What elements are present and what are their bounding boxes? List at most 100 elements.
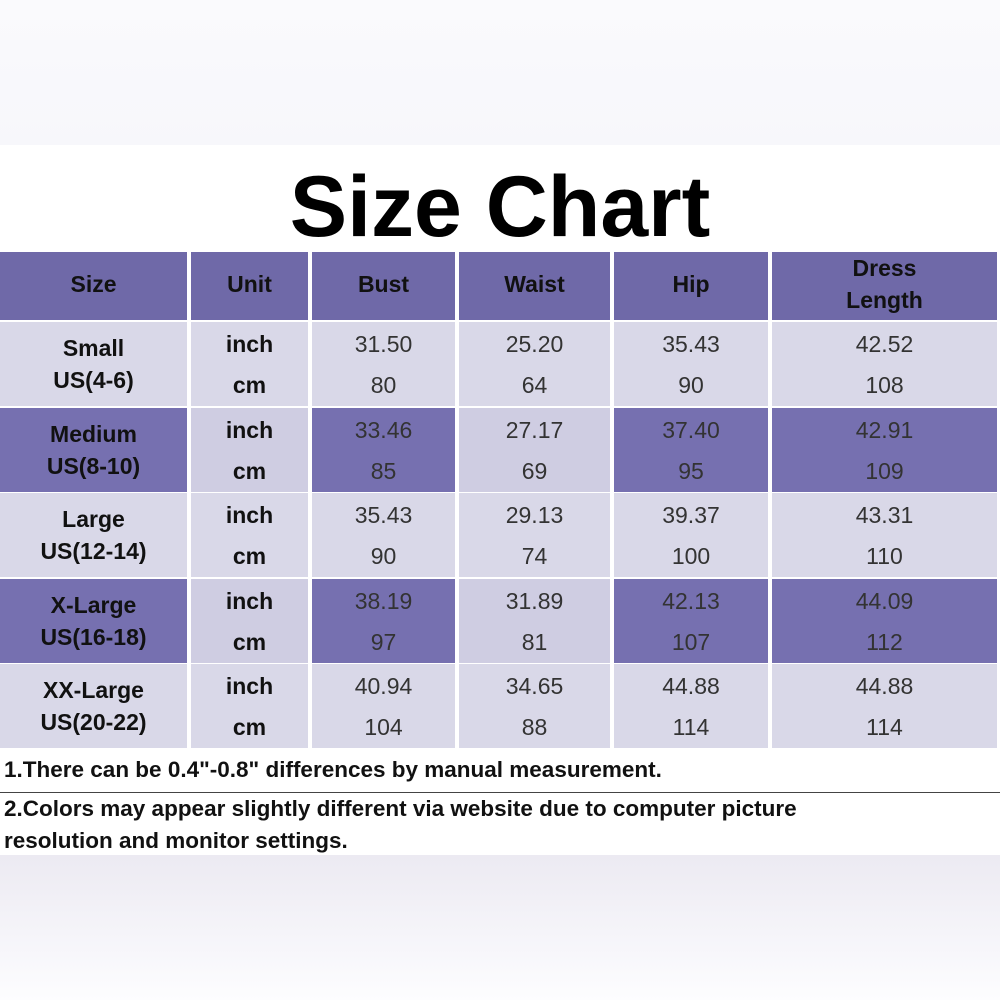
inch-value: 31.50 [354,331,413,357]
size-label: US(16-18) [40,623,147,650]
header-text: Length [846,287,923,313]
table-cell: 38.19 97 [312,578,455,663]
size-label: XX-Large [43,677,144,703]
header-text: Bust [357,271,410,297]
table-cell: 29.13 74 [459,493,610,577]
table-cell: XX-Large US(20-22) [0,664,187,748]
inch-value: 35.43 [354,502,413,528]
size-label: X-Large [50,591,137,618]
cm-value: 90 [678,372,704,398]
title: Size Chart [289,159,711,255]
header-cell: Dress Length [772,252,997,320]
unit-label: inch [225,502,274,528]
table-cell: 42.91 109 [772,407,997,492]
unit-label: cm [232,543,267,569]
cm-value: 114 [672,714,710,740]
inch-value: 42.52 [855,331,914,357]
unit-label: cm [232,372,267,398]
table-cell: 27.17 69 [459,407,610,492]
inch-value: 44.09 [855,587,914,614]
inch-value: 39.37 [662,502,720,528]
size-label: Large [62,506,125,532]
cm-value: 107 [671,628,711,655]
table-cell: inch cm [191,322,308,406]
cm-value: 110 [866,543,903,569]
inch-value: 40.94 [354,673,413,699]
cm-value: 90 [370,543,397,569]
header-cell: Waist [459,252,610,320]
table-cell: 37.40 95 [614,407,768,492]
table-cell: 35.43 90 [312,493,455,577]
table-cell: 40.94 104 [312,664,455,748]
table-cell: Medium US(8-10) [0,407,187,492]
size-label: US(8-10) [46,452,141,479]
cm-value: 97 [370,628,397,655]
inch-value: 37.40 [662,416,720,443]
size-chart-sheet: Size Chart Size Unit Bust Waist Hip Dress Leng… [0,145,1000,855]
inch-value: 27.17 [505,416,564,443]
table-cell: 31.89 81 [459,578,610,663]
cm-value: 100 [671,543,711,569]
unit-label: cm [232,714,267,740]
unit-label: cm [232,628,267,655]
inch-value: 25.20 [505,331,564,357]
size-label: Small [62,335,125,361]
size-label: US(12-14) [40,538,147,564]
table-cell: inch cm [191,493,308,577]
table-cell: 33.46 85 [312,407,455,492]
inch-value: 44.88 [855,673,914,699]
size-label: US(20-22) [40,709,147,735]
header-cell: Hip [614,252,768,320]
cm-value: 95 [678,457,704,484]
inch-value: 44.88 [662,673,720,699]
table-cell: Small US(4-6) [0,322,187,406]
inch-value: 31.89 [505,587,564,614]
header-cell: Unit [191,252,308,320]
header-cell: Size [0,252,187,320]
table-cell: 42.13 107 [614,578,768,663]
cm-value: 74 [521,543,548,569]
size-label: US(4-6) [53,367,134,393]
bottom-background [0,855,1000,1000]
inch-value: 34.65 [505,673,564,699]
cm-value: 80 [370,372,397,398]
unit-label: inch [225,673,274,699]
note-text: 1.There can be 0.4"-0.8" differences by … [4,757,662,782]
cm-value: 108 [865,372,904,398]
table-cell: X-Large US(16-18) [0,578,187,663]
table-cell: inch cm [191,407,308,492]
header-text: Hip [672,271,710,297]
table-cell: 44.88 114 [614,664,768,748]
header-text: Size [70,271,117,297]
unit-label: inch [225,331,274,357]
table-cell: 39.37 100 [614,493,768,577]
table-cell: 34.65 88 [459,664,610,748]
unit-label: cm [232,457,267,484]
table-cell: 25.20 64 [459,322,610,406]
header-cell: Bust [312,252,455,320]
note-text: resolution and monitor settings. [4,828,348,853]
cm-value: 112 [866,628,903,655]
header-text: Dress [852,255,917,281]
table-cell: 35.43 90 [614,322,768,406]
table-cell: 44.09 112 [772,578,997,663]
table-cell: 44.88 114 [772,664,997,748]
cm-value: 88 [521,714,548,740]
size-label: Medium [50,420,137,447]
table-cell: 42.52 108 [772,322,997,406]
inch-value: 29.13 [505,502,564,528]
cm-value: 69 [521,457,548,484]
table-cell: inch cm [191,664,308,748]
cm-value: 81 [521,628,548,655]
cm-value: 114 [866,714,903,740]
inch-value: 38.19 [354,587,413,614]
table-cell: Large US(12-14) [0,493,187,577]
unit-label: inch [225,416,274,443]
table-cell: 31.50 80 [312,322,455,406]
header-text: Unit [227,271,272,297]
inch-value: 43.31 [855,502,914,528]
cm-value: 104 [364,714,403,740]
inch-value: 42.91 [855,416,914,443]
unit-label: inch [225,587,274,614]
